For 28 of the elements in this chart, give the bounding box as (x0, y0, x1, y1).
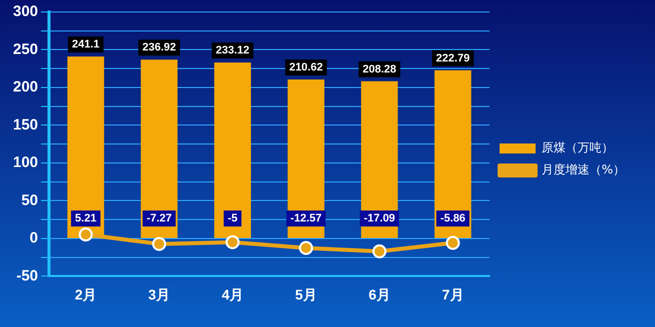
data-label: 236.92 (142, 42, 176, 54)
data-label: 5.21 (75, 212, 96, 224)
y-tick-label: 200 (12, 78, 38, 96)
data-label: -12.57 (290, 212, 322, 224)
y-tick-label: -50 (16, 267, 38, 284)
data-label: 208.28 (362, 63, 396, 76)
x-tick-label: 3月 (148, 286, 170, 302)
data-label: 233.12 (216, 44, 250, 57)
data-label: 222.79 (436, 52, 470, 64)
y-tick-label: 150 (12, 116, 38, 134)
data-label: -17.09 (364, 212, 396, 224)
y-tick-label: 0 (30, 230, 38, 247)
x-tick-label: 7月 (442, 286, 464, 302)
x-tick-label: 5月 (295, 286, 317, 302)
legend-label: 原煤（万吨） (542, 140, 614, 155)
y-tick-label: 300 (12, 3, 38, 20)
x-tick-label: 6月 (368, 286, 390, 302)
y-tick-label: 50 (21, 192, 38, 209)
data-label: 210.62 (289, 62, 323, 74)
data-label: -7.27 (146, 212, 172, 224)
data-label: -5 (228, 212, 238, 224)
data-label: -5.86 (440, 212, 466, 224)
data-label: 241.1 (72, 38, 100, 50)
x-tick-label: 2月 (74, 286, 97, 302)
x-tick-label: 4月 (222, 286, 244, 302)
y-tick-label: 250 (12, 40, 38, 58)
legend-label: 月度增速（%） (542, 162, 626, 177)
y-tick-label: 100 (12, 154, 38, 172)
